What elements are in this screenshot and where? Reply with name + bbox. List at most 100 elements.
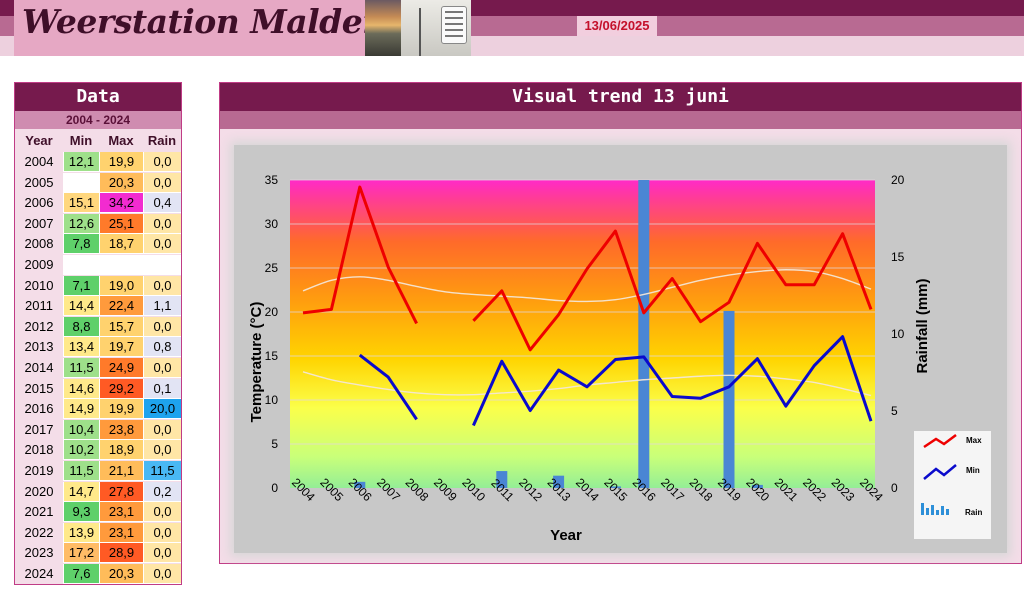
table-row: 2011 14,4 22,4 1,1 [15,296,181,317]
cell-year: 2016 [24,401,54,417]
x-tick-label: 2024 [857,475,886,504]
min-temperature-line [358,353,418,421]
cell-max: 19,9 [99,399,143,420]
table-row: 2019 11,5 21,1 11,5 [15,461,181,481]
cell-year: 2017 [24,421,54,437]
cell-year: 2020 [24,483,54,499]
table-row: 2018 10,2 18,9 0,0 [15,440,181,461]
cell-min: 12,1 [63,152,99,172]
cell-max: 23,8 [99,419,143,440]
table-row: 2010 7,1 19,0 0,0 [15,275,181,296]
cell-max: 27,8 [99,481,143,502]
cell-min: 17,2 [63,543,99,564]
gridlines [290,179,875,445]
weather-station-photo [401,0,471,56]
cell-rain: 11,5 [143,461,181,481]
y-axis-label: Temperature (°C) [248,302,265,423]
max-temperature-line [472,229,873,352]
rain-bar [553,475,565,488]
cell-max: 29,2 [99,378,143,399]
x-axis-label: Year [550,527,582,544]
cell-min: 7,1 [63,275,99,296]
y-right-tick-label: 15 [891,250,905,264]
cell-year: 2011 [25,298,53,314]
legend-rain-label: Rain [965,508,982,517]
cell-rain: 0,0 [143,172,181,193]
cell-year: 2012 [24,318,54,334]
cell-rain: 0,0 [143,419,181,440]
cell-year: 2006 [24,195,54,211]
table-row: 2017 10,4 23,8 0,0 [15,419,181,440]
cell-year: 2015 [24,380,54,396]
cell-max: 19,9 [99,152,143,172]
cell-max: 19,7 [99,337,143,358]
cell-max: 22,4 [99,296,143,317]
cell-max: 15,7 [99,316,143,337]
cell-max: 28,9 [99,543,143,564]
y-tick-label: 30 [265,217,279,231]
chart-legend: Max Min Rain [914,431,991,539]
rain-bar [354,481,366,488]
legend-rain-icon [921,503,949,515]
cell-year: 2010 [24,277,54,293]
table-row: 2014 11,5 24,9 0,0 [15,358,181,378]
cell-rain [143,255,181,275]
cell-min: 14,6 [63,378,99,399]
current-date: 13/06/2025 [577,16,657,36]
cell-min [63,255,99,275]
max-temperature-line [302,185,418,325]
site-title[interactable]: Weerstation Malderen [22,2,424,41]
data-table-range: 2004 - 2024 [15,111,181,129]
cell-year: 2019 [24,463,54,478]
cell-min: 14,7 [63,481,99,502]
cell-min: 13,4 [63,337,99,358]
cell-max: 18,9 [99,440,143,461]
cell-min: 13,9 [63,522,99,543]
cell-year: 2009 [24,257,54,272]
data-table-title: Data [15,83,181,111]
cell-rain: 0,0 [143,275,181,296]
cell-year: 2021 [24,504,54,520]
rain-bar [609,486,621,488]
cell-year: 2008 [24,236,54,252]
cell-year: 2004 [24,154,54,169]
table-row: 2009 [15,255,181,275]
table-row: 2005 20,3 0,0 [15,172,181,193]
sunset-photo [365,0,401,56]
screen-tower [441,6,467,44]
table-row: 2020 14,7 27,8 0,2 [15,481,181,502]
cell-year: 2007 [24,215,54,231]
y-right-axis-label: Rainfall (mm) [914,278,931,373]
y-tick-label: 5 [271,437,278,451]
cell-rain: 0,0 [143,234,181,255]
data-table-header: Year Min Max Rain [15,131,181,151]
site-title-box [14,0,366,56]
cell-max [99,255,143,275]
cell-max: 20,3 [99,172,143,193]
min-temperature-line [472,335,873,427]
cell-min: 15,1 [63,193,99,214]
cell-rain: 0,0 [143,213,181,234]
y-right-tick-labels: 0 5 10 15 20 [891,173,905,495]
y-tick-label: 10 [265,393,279,407]
y-tick-label: 35 [265,173,279,187]
cell-max: 20,3 [99,564,143,584]
cell-rain: 0,0 [143,543,181,564]
y-right-tick-label: 5 [891,404,898,418]
y-right-tick-label: 0 [891,481,898,495]
table-row: 2023 17,2 28,9 0,0 [15,543,181,564]
chart-panel-title: Visual trend 13 juni [220,83,1021,111]
table-row: 2024 7,6 20,3 0,0 [15,564,181,584]
cell-max: 25,1 [99,213,143,234]
cell-year: 2018 [24,442,54,458]
chart-panel-subbar [220,111,1021,129]
cell-year: 2005 [24,174,54,190]
cell-year: 2013 [24,339,54,355]
cell-max: 19,0 [99,275,143,296]
y-tick-label: 0 [271,481,278,495]
cell-max: 21,1 [99,461,143,481]
cell-min: 12,6 [63,213,99,234]
chart-card: 0 5 10 15 20 25 30 35 0 5 10 15 20 2004 2005 2006 2007… [234,145,1007,553]
cell-rain: 0,0 [143,152,181,172]
rain-bar [751,484,763,488]
